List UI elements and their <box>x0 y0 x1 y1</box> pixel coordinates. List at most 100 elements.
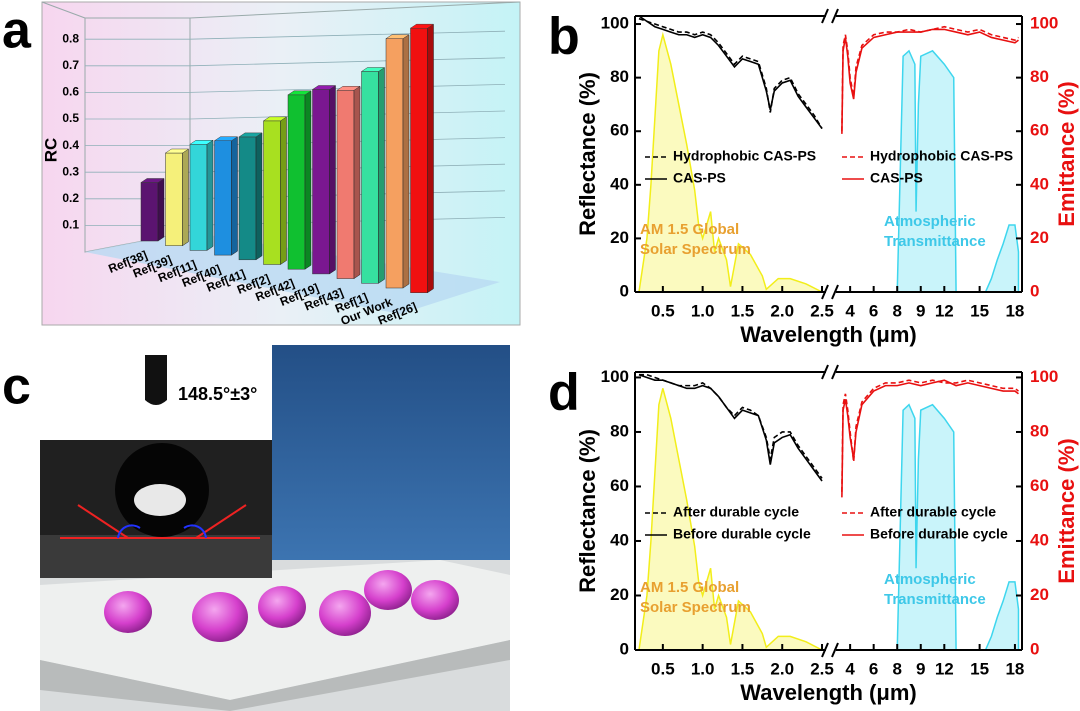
bar <box>287 94 306 270</box>
x-axis-label: Wavelength (μm) <box>740 680 916 705</box>
annotation: Transmittance <box>884 591 986 608</box>
bar-side <box>206 139 214 251</box>
axis-frame <box>635 371 826 651</box>
bar <box>336 90 355 279</box>
y-tick-label: 0 <box>620 281 629 300</box>
area <box>638 31 823 293</box>
y-tick-label: 40 <box>610 174 629 193</box>
bar <box>263 120 281 265</box>
y-tick-label: 0.7 <box>62 58 79 72</box>
y-axis-label: Reflectance (%) <box>575 72 600 236</box>
line <box>638 15 823 130</box>
axis-frame <box>635 15 826 293</box>
y-axis-label: Reflectance (%) <box>575 429 600 593</box>
bar-side <box>255 132 263 261</box>
bar-top <box>336 86 361 91</box>
area <box>896 403 1020 651</box>
y2-tick-label: 60 <box>1030 476 1049 495</box>
x-tick-label: 6 <box>869 659 878 678</box>
x-tick-label: 1.0 <box>691 301 715 320</box>
contact-angle: 148.5°±3° <box>178 384 257 404</box>
legend-label: Hydrophobic CAS-PS <box>673 148 816 164</box>
x-tick-label: 9 <box>916 659 925 678</box>
bar-top <box>164 148 190 154</box>
x-tick-label: 1.0 <box>691 659 715 678</box>
y-tick-label: 60 <box>610 476 629 495</box>
line <box>638 373 823 482</box>
y-tick-label: 60 <box>610 121 629 140</box>
x-tick-label: 12 <box>935 659 954 678</box>
bar-top <box>385 34 410 39</box>
y2-axis-label: Emittance (%) <box>1054 438 1079 583</box>
x-tick-label: 15 <box>970 301 989 320</box>
annotation: AM 1.5 Global <box>640 579 739 596</box>
legend-label: Hydrophobic CAS-PS <box>870 148 1013 164</box>
bar-top <box>287 90 312 96</box>
y2-tick-label: 80 <box>1030 421 1049 440</box>
line <box>841 379 1019 492</box>
x-tick-label: 18 <box>1005 301 1024 320</box>
y2-tick-label: 20 <box>1030 585 1049 604</box>
y2-tick-label: 100 <box>1030 367 1058 386</box>
x-tick-label: 2.0 <box>770 301 794 320</box>
bar <box>165 152 183 246</box>
bar-side <box>378 67 385 284</box>
bar-top <box>262 116 288 122</box>
panel-a-background <box>41 1 521 326</box>
bar <box>140 182 159 242</box>
bar-top <box>189 140 214 145</box>
y2-axis-label: Emittance (%) <box>1054 81 1079 226</box>
y2-tick-label: 0 <box>1030 639 1039 658</box>
annotation: AM 1.5 Global <box>640 221 739 238</box>
annotation: Atmospheric <box>884 213 976 230</box>
bar <box>385 38 404 289</box>
panel-label: d <box>548 364 580 422</box>
y-tick-label: 40 <box>610 530 629 549</box>
y-tick-label: 0.6 <box>62 85 79 99</box>
bar-side <box>280 116 287 265</box>
y2-tick-label: 60 <box>1030 121 1049 140</box>
y2-tick-label: 40 <box>1030 530 1049 549</box>
bar <box>410 27 428 293</box>
y-tick-label: 80 <box>610 421 629 440</box>
bar <box>189 144 208 251</box>
bar-side <box>353 85 361 280</box>
y-tick-label: 100 <box>601 14 629 33</box>
legend-label: After durable cycle <box>673 504 799 520</box>
area <box>638 388 823 651</box>
y-tick-label: 0.4 <box>62 138 79 152</box>
y-tick-label: 0.3 <box>62 164 79 178</box>
legend-label: CAS-PS <box>673 170 726 186</box>
bar-side <box>427 23 434 294</box>
x-tick-label: 0.5 <box>651 659 675 678</box>
axis-frame <box>836 371 1022 651</box>
grid-line <box>189 57 506 67</box>
bar-side <box>329 85 336 275</box>
panel-label: a <box>2 2 32 60</box>
x-tick-label: 2.5 <box>810 301 834 320</box>
bar <box>361 71 379 284</box>
annotation: Atmospheric <box>884 571 976 588</box>
x-tick-label: 2.0 <box>770 659 794 678</box>
bar <box>238 136 257 261</box>
y2-tick-label: 80 <box>1030 67 1049 86</box>
legend-label: Before durable cycle <box>870 526 1008 542</box>
legend-label: Before durable cycle <box>673 526 811 542</box>
y2-tick-label: 0 <box>1030 281 1039 300</box>
x-tick-label: 6 <box>869 301 878 320</box>
y-tick-label: 0.2 <box>62 191 79 205</box>
line <box>841 25 1019 132</box>
bar-top <box>238 132 263 138</box>
annotation: Solar Spectrum <box>640 599 751 616</box>
bar-side <box>231 136 238 256</box>
x-tick-label: 9 <box>916 301 925 320</box>
x-tick-label: 1.5 <box>731 301 755 320</box>
bar-top <box>140 178 165 183</box>
x-tick-label: 12 <box>935 301 954 320</box>
panel-label: c <box>2 358 31 416</box>
bar-side <box>402 34 410 289</box>
axis-break <box>821 284 839 300</box>
y-tick-label: 80 <box>610 67 629 86</box>
annotation: Transmittance <box>884 233 986 250</box>
bar-side <box>157 178 165 242</box>
